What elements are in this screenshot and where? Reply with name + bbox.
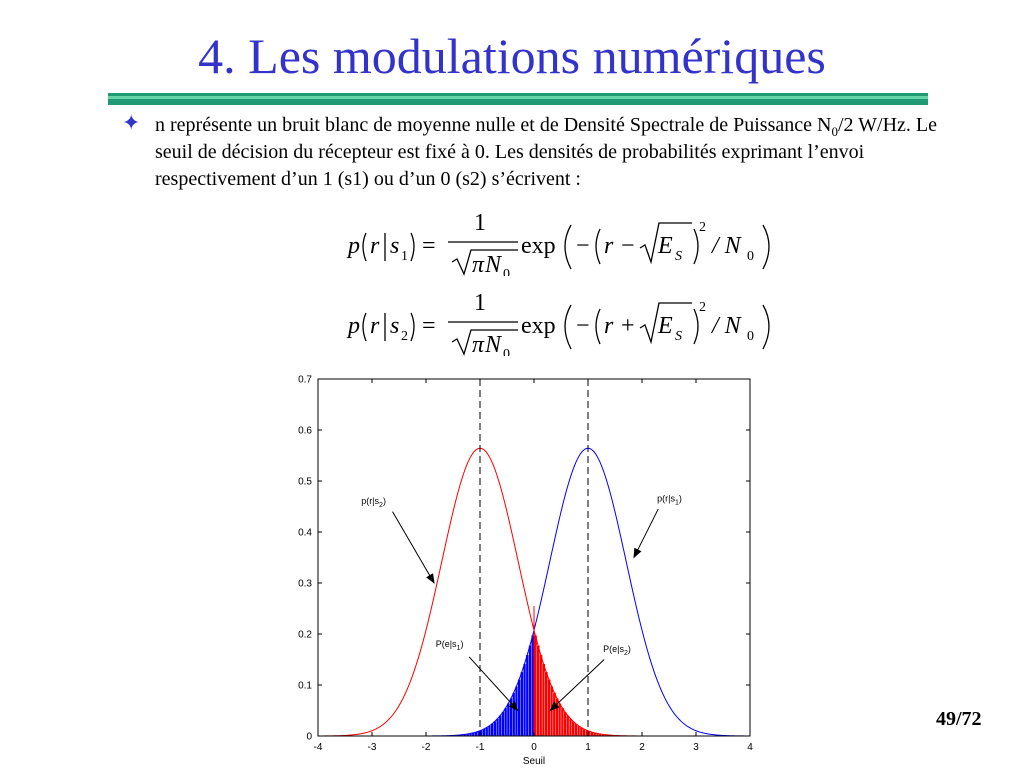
formula-r: r: [604, 313, 614, 339]
formula-lhs-var: p: [346, 233, 360, 259]
formula-sign: +: [621, 313, 635, 339]
y-tick-label: 0: [306, 732, 312, 743]
formula-neg: −: [576, 233, 590, 259]
formula-energy: E: [657, 313, 673, 339]
formula-den-var: N: [484, 332, 503, 356]
x-tick-label: 0: [531, 742, 537, 753]
formula-den-pi: π: [472, 252, 485, 276]
annotation-label: p(r|s1): [657, 493, 682, 506]
annotation-arrow: [392, 511, 435, 584]
formula-den-sub: 0: [503, 347, 510, 356]
formula-den-sub: 0: [503, 267, 510, 276]
x-tick-label: -1: [476, 742, 485, 753]
gaussian-pdf-chart: -4 -3 -2 -1 0 1 2 3 4 0 0.1 0.2 0.3 0.4 0.5 0.6 0.7 Seuil…: [298, 375, 753, 767]
formula-den-var: N: [484, 252, 503, 276]
annotation-label: p(r|s2): [361, 496, 386, 509]
page-number: 49/72: [936, 708, 982, 730]
formula-energy-sub: S: [675, 329, 682, 344]
formula-div: / N: [710, 313, 743, 339]
annotation-arrow: [633, 508, 659, 559]
formula-cond-sub: 1: [401, 249, 408, 264]
y-tick-label: 0.7: [298, 375, 312, 386]
slide-title: 4. Les modulations numériques: [198, 28, 826, 84]
formula-energy-sub: S: [675, 249, 682, 264]
x-axis-label: Seuil: [523, 756, 545, 766]
bullet-text-part-1: n représente un bruit blanc de moyenne n…: [155, 114, 832, 136]
formula-div-sub: 0: [747, 249, 754, 264]
formula-equals: =: [422, 313, 436, 339]
formula-neg: −: [576, 313, 590, 339]
formula-power: 2: [699, 300, 706, 315]
annotation-arrow: [468, 656, 519, 712]
formula-cond: s: [390, 233, 399, 259]
y-tick-label: 0.4: [298, 528, 312, 539]
formula-lhs-var: p: [346, 313, 360, 339]
x-tick-label: 4: [747, 742, 753, 753]
formula-arg: r: [370, 233, 380, 259]
formula-sign: −: [621, 233, 635, 259]
formula-r: r: [604, 233, 614, 259]
formula-cond-sub: 2: [401, 329, 408, 344]
formula-exp: exp: [521, 233, 556, 259]
x-tick-label: 2: [639, 742, 645, 753]
formula-arg: r: [370, 313, 380, 339]
annotation-arrow: [549, 659, 605, 712]
formula-numerator: 1: [474, 210, 486, 236]
formula-cond: s: [390, 313, 399, 339]
formula-div: / N: [710, 233, 743, 259]
y-tick-label: 0.6: [298, 426, 312, 437]
annotation-label: P(e|s2): [603, 644, 631, 657]
formula-den-pi: π: [472, 332, 485, 356]
pdf-curves: [318, 379, 750, 737]
formula-numerator: 1: [474, 290, 486, 316]
four-point-star-bullet-icon: ✦: [122, 111, 141, 136]
bullet-paragraph: n représente un bruit blanc de moyenne n…: [155, 112, 965, 193]
bullet-subscript: 0: [831, 124, 838, 139]
title-divider: [108, 93, 928, 105]
x-tick-label: -4: [314, 742, 323, 753]
formula-div-sub: 0: [747, 329, 754, 344]
y-tick-label: 0.1: [298, 681, 312, 692]
y-tick-label: 0.5: [298, 477, 312, 488]
bullet-text-part-2: /2 W/Hz. Le seuil de décision du récepte…: [155, 114, 937, 190]
x-tick-label: -3: [368, 742, 377, 753]
formula-exp: exp: [521, 313, 556, 339]
x-tick-label: 1: [585, 742, 591, 753]
formula-p-r-s2: p r s 2 = 1 π N 0 exp − r + E S 2 / N 0: [346, 290, 770, 356]
formula-energy: E: [657, 233, 673, 259]
x-tick-label: -2: [422, 742, 431, 753]
annotation-label: P(e|s1): [436, 639, 464, 652]
y-tick-label: 0.3: [298, 579, 312, 590]
formula-power: 2: [699, 220, 706, 235]
x-tick-label: 3: [693, 742, 699, 753]
y-tick-label: 0.2: [298, 630, 312, 641]
formula-equals: =: [422, 233, 436, 259]
chart-annotations: p(r|s2) p(r|s1) P(e|s1) P(e|s2): [361, 493, 682, 712]
error-probability-shading: [452, 635, 616, 737]
chart-axes: -4 -3 -2 -1 0 1 2 3 4 0 0.1 0.2 0.3 0.4 0.5 0.6 0.7 Seuil: [298, 375, 753, 767]
formula-p-r-s1: p r s 1 = 1 π N 0 exp − r − E S 2 / N 0: [346, 210, 770, 276]
